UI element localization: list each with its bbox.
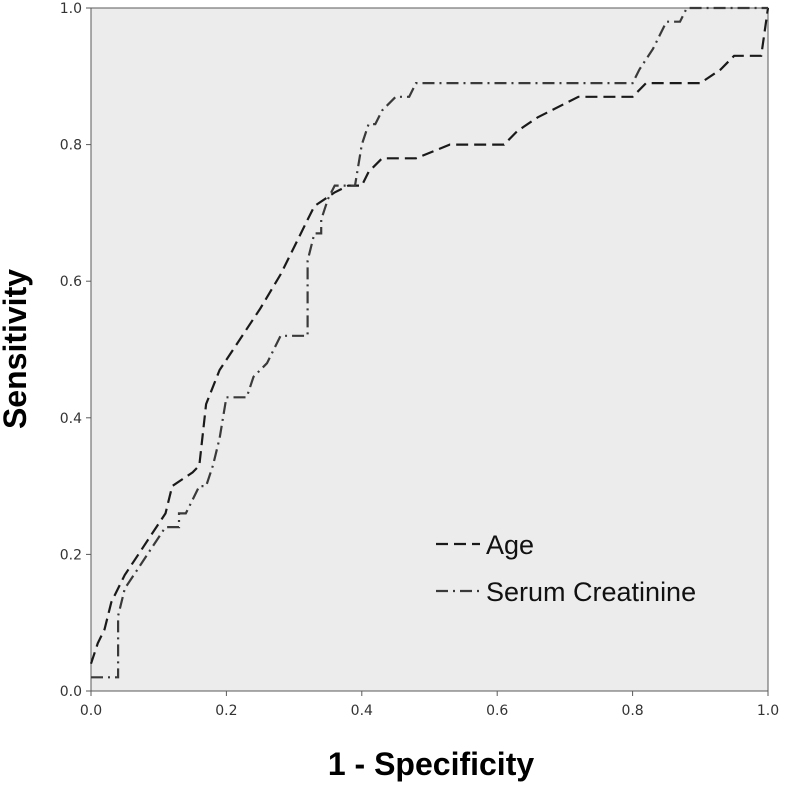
x-tick-label: 0.0 [80,703,102,719]
y-tick-label: 0.6 [60,274,82,290]
series-line-serum-creatinine [91,6,768,679]
x-axis-title: 1 - Specificity [328,746,535,782]
y-tick-label: 1.0 [60,1,82,17]
x-tick-label: 0.6 [486,703,508,719]
y-tick-label: 0.2 [60,547,82,563]
series-lines [89,6,770,679]
axis-ticks: 0.0 0.2 0.4 0.6 0.8 1.0 0.0 0.2 0.4 0.6 0.8 1.0 [60,1,779,719]
x-tick-label: 0.8 [621,703,643,719]
legend-label-serum-creatinine: Serum Creatinine [486,577,696,607]
y-tick-label: 0.0 [60,684,82,700]
y-tick-label: 0.8 [60,138,82,154]
series-line-age [89,7,770,665]
y-axis-title: Sensitivity [0,269,33,429]
x-tick-label: 0.2 [215,703,237,719]
y-tick-label: 0.4 [60,411,82,427]
plot-area [90,7,769,692]
x-tick-label: 0.4 [351,703,373,719]
legend-label-age: Age [486,530,534,560]
legend: Age Serum Creatinine [436,530,696,607]
x-tick-label: 1.0 [757,703,779,719]
